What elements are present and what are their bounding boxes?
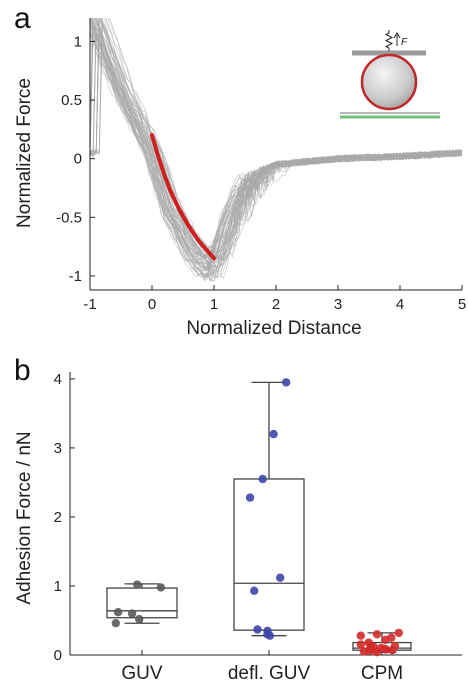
spring-icon [384,30,394,51]
data-point [364,638,373,647]
y-tick-label: 0.5 [61,92,82,109]
y-tick-label: 0 [54,647,62,664]
box-cpm [352,628,412,657]
category-label: GUV [121,663,163,684]
data-point [253,625,262,634]
data-point [356,631,365,640]
category-label: CPM [361,663,403,684]
x-tick-label: 0 [148,296,156,313]
adhesion-axis-label: Adhesion Force / nN [14,431,35,604]
x-axis-label: Normalized Distance [186,318,361,339]
x-tick-label: 2 [272,296,280,313]
box-iqr [233,478,305,631]
y-tick-label: -0.5 [56,209,82,226]
category-label: defl. GUV [228,663,311,684]
data-point [263,626,272,635]
data-point [387,633,396,642]
force-label: F [401,37,408,48]
data-point [250,586,259,595]
data-point [356,640,365,649]
force-trace [90,25,462,270]
data-point [111,619,121,628]
y-tick-label: 1 [54,578,62,595]
data-point [372,630,382,639]
data-point [135,614,144,624]
data-point [269,429,278,439]
data-point [394,628,403,638]
x-tick-label: -1 [83,296,96,313]
panel-b-label: b [14,354,31,387]
data-point [390,641,400,651]
data-point [156,583,166,592]
box-guv [106,580,178,628]
box-plots [106,378,412,657]
y-tick-label: -1 [69,268,82,285]
data-point [282,378,291,387]
vesicle-icon [360,53,418,111]
data-point [113,608,123,617]
x-tick-label: 3 [334,296,342,313]
force-trace [90,23,462,262]
panel-a-plot: -1 0 1 2 3 4 5 -1 -0.5 0 0.5 1 F [56,18,466,313]
panel-a-axes: -1 0 1 2 3 4 5 -1 -0.5 0 0.5 1 [56,18,466,313]
y-tick-label: 2 [54,509,62,526]
y-tick-label: 0 [74,151,82,168]
box-defl-guv [233,378,305,640]
fit-curve [150,133,216,261]
y-tick-label: 4 [54,371,62,388]
y-tick-label: 1 [74,33,82,50]
data-point [127,609,137,618]
y-axis-label: Normalized Force [14,78,35,228]
x-tick-label: 5 [458,296,466,313]
data-point [376,643,386,653]
force-arrowhead-icon [393,32,401,39]
force-trace [90,42,462,261]
data-point [133,580,142,589]
x-tick-label: 1 [210,296,218,313]
x-tick-label: 4 [396,296,404,313]
data-point [245,493,255,502]
y-tick-label: 3 [54,440,62,457]
data-point [258,474,267,484]
panel-b-axes: 0 1 2 3 4 GUV defl. GUV CPM [54,371,462,684]
inset-schematic: F [340,30,440,119]
panel-b-plot: 0 1 2 3 4 GUV defl. GUV CPM [54,371,462,684]
panel-a-label: a [14,2,31,35]
data-point [276,573,285,582]
